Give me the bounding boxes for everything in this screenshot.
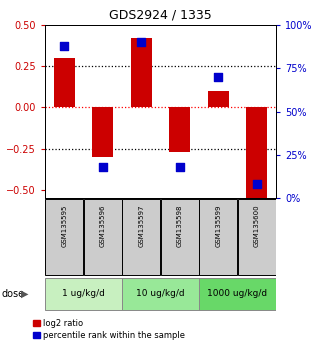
Bar — [169, 107, 190, 152]
Point — [177, 164, 182, 170]
Bar — [54, 58, 75, 107]
Text: 1000 ug/kg/d: 1000 ug/kg/d — [207, 289, 268, 298]
Bar — [92, 107, 113, 157]
Text: GSM135597: GSM135597 — [138, 205, 144, 247]
Text: dose: dose — [2, 289, 25, 299]
Point — [139, 39, 144, 45]
Bar — [161, 199, 199, 275]
Bar — [199, 199, 237, 275]
Bar — [45, 278, 122, 310]
Point — [216, 74, 221, 80]
Bar — [45, 199, 83, 275]
Point — [62, 43, 67, 48]
Text: GSM135595: GSM135595 — [61, 205, 67, 247]
Text: ▶: ▶ — [21, 289, 28, 299]
Text: GDS2924 / 1335: GDS2924 / 1335 — [109, 9, 212, 22]
Text: 10 ug/kg/d: 10 ug/kg/d — [136, 289, 185, 298]
Bar — [84, 199, 122, 275]
Text: 1 ug/kg/d: 1 ug/kg/d — [62, 289, 105, 298]
Point — [254, 182, 259, 187]
Bar — [131, 38, 152, 107]
Bar — [199, 278, 276, 310]
Bar — [122, 278, 199, 310]
Text: GSM135596: GSM135596 — [100, 205, 106, 247]
Legend: log2 ratio, percentile rank within the sample: log2 ratio, percentile rank within the s… — [33, 319, 185, 340]
Text: GSM135600: GSM135600 — [254, 205, 260, 247]
Text: GSM135599: GSM135599 — [215, 205, 221, 247]
Text: GSM135598: GSM135598 — [177, 205, 183, 247]
Bar — [246, 107, 267, 198]
Point — [100, 164, 105, 170]
Bar — [122, 199, 160, 275]
Bar — [208, 91, 229, 107]
Bar — [238, 199, 276, 275]
